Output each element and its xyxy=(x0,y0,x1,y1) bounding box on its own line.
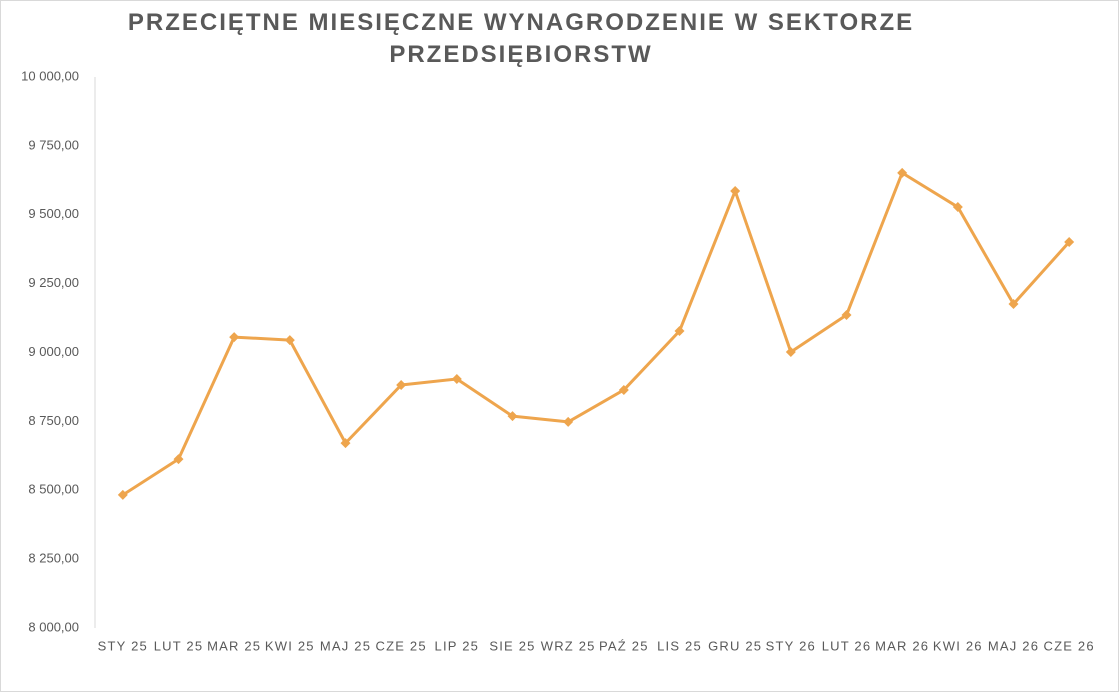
x-tick-label: KWI 26 xyxy=(933,638,983,653)
data-marker xyxy=(451,373,462,384)
x-tick-label: GRU 25 xyxy=(708,638,762,653)
data-marker xyxy=(117,489,128,500)
x-tick-label: CZE 26 xyxy=(1044,638,1095,653)
data-marker xyxy=(229,332,240,343)
data-marker xyxy=(340,438,351,449)
data-marker xyxy=(173,454,184,465)
x-tick-label: MAR 25 xyxy=(207,638,261,653)
data-line xyxy=(122,171,1071,497)
data-marker xyxy=(785,346,796,357)
x-tick-label: LUT 25 xyxy=(154,638,204,653)
x-tick-label: MAJ 25 xyxy=(320,638,371,653)
y-tick-label: 10 000,00 xyxy=(21,68,79,83)
data-marker xyxy=(284,335,295,346)
y-tick-label: 9 000,00 xyxy=(28,344,79,359)
y-tick-label: 9 250,00 xyxy=(28,275,79,290)
data-marker xyxy=(396,380,407,391)
x-tick-label: MAJ 26 xyxy=(988,638,1039,653)
x-tick-label: STY 26 xyxy=(766,638,816,653)
y-tick-label: 9 750,00 xyxy=(28,137,79,152)
data-marker xyxy=(563,416,574,427)
chart-title: PRZECIĘTNE MIESIĘCZNE WYNAGRODZENIE W SE… xyxy=(127,9,915,68)
data-marker xyxy=(1008,299,1019,310)
y-tick-label: 9 500,00 xyxy=(28,206,79,221)
y-tick-label: 8 250,00 xyxy=(28,551,79,566)
x-tick-label: STY 25 xyxy=(98,638,148,653)
data-marker xyxy=(730,186,741,197)
x-tick-label: SIE 25 xyxy=(489,638,535,653)
x-tick-label: MAR 26 xyxy=(875,638,929,653)
x-tick-label: WRZ 25 xyxy=(541,638,596,653)
x-tick-label: KWI 25 xyxy=(265,638,315,653)
y-tick-label: 8 000,00 xyxy=(28,619,79,634)
data-marker xyxy=(897,167,908,178)
y-tick-label: 8 750,00 xyxy=(28,413,79,428)
data-marker xyxy=(507,411,518,422)
x-tick-label: LUT 26 xyxy=(822,638,872,653)
data-marker xyxy=(618,384,629,395)
data-marker xyxy=(841,310,852,321)
data-marker xyxy=(1064,237,1075,248)
x-tick-label: LIS 25 xyxy=(657,638,702,653)
y-tick-label: 8 500,00 xyxy=(28,482,79,497)
x-tick-label: CZE 25 xyxy=(376,638,427,653)
data-marker xyxy=(952,202,963,213)
data-marker xyxy=(674,326,685,337)
x-tick-label: LIP 25 xyxy=(435,638,480,653)
x-tick-label: PAŹ 25 xyxy=(599,638,649,653)
